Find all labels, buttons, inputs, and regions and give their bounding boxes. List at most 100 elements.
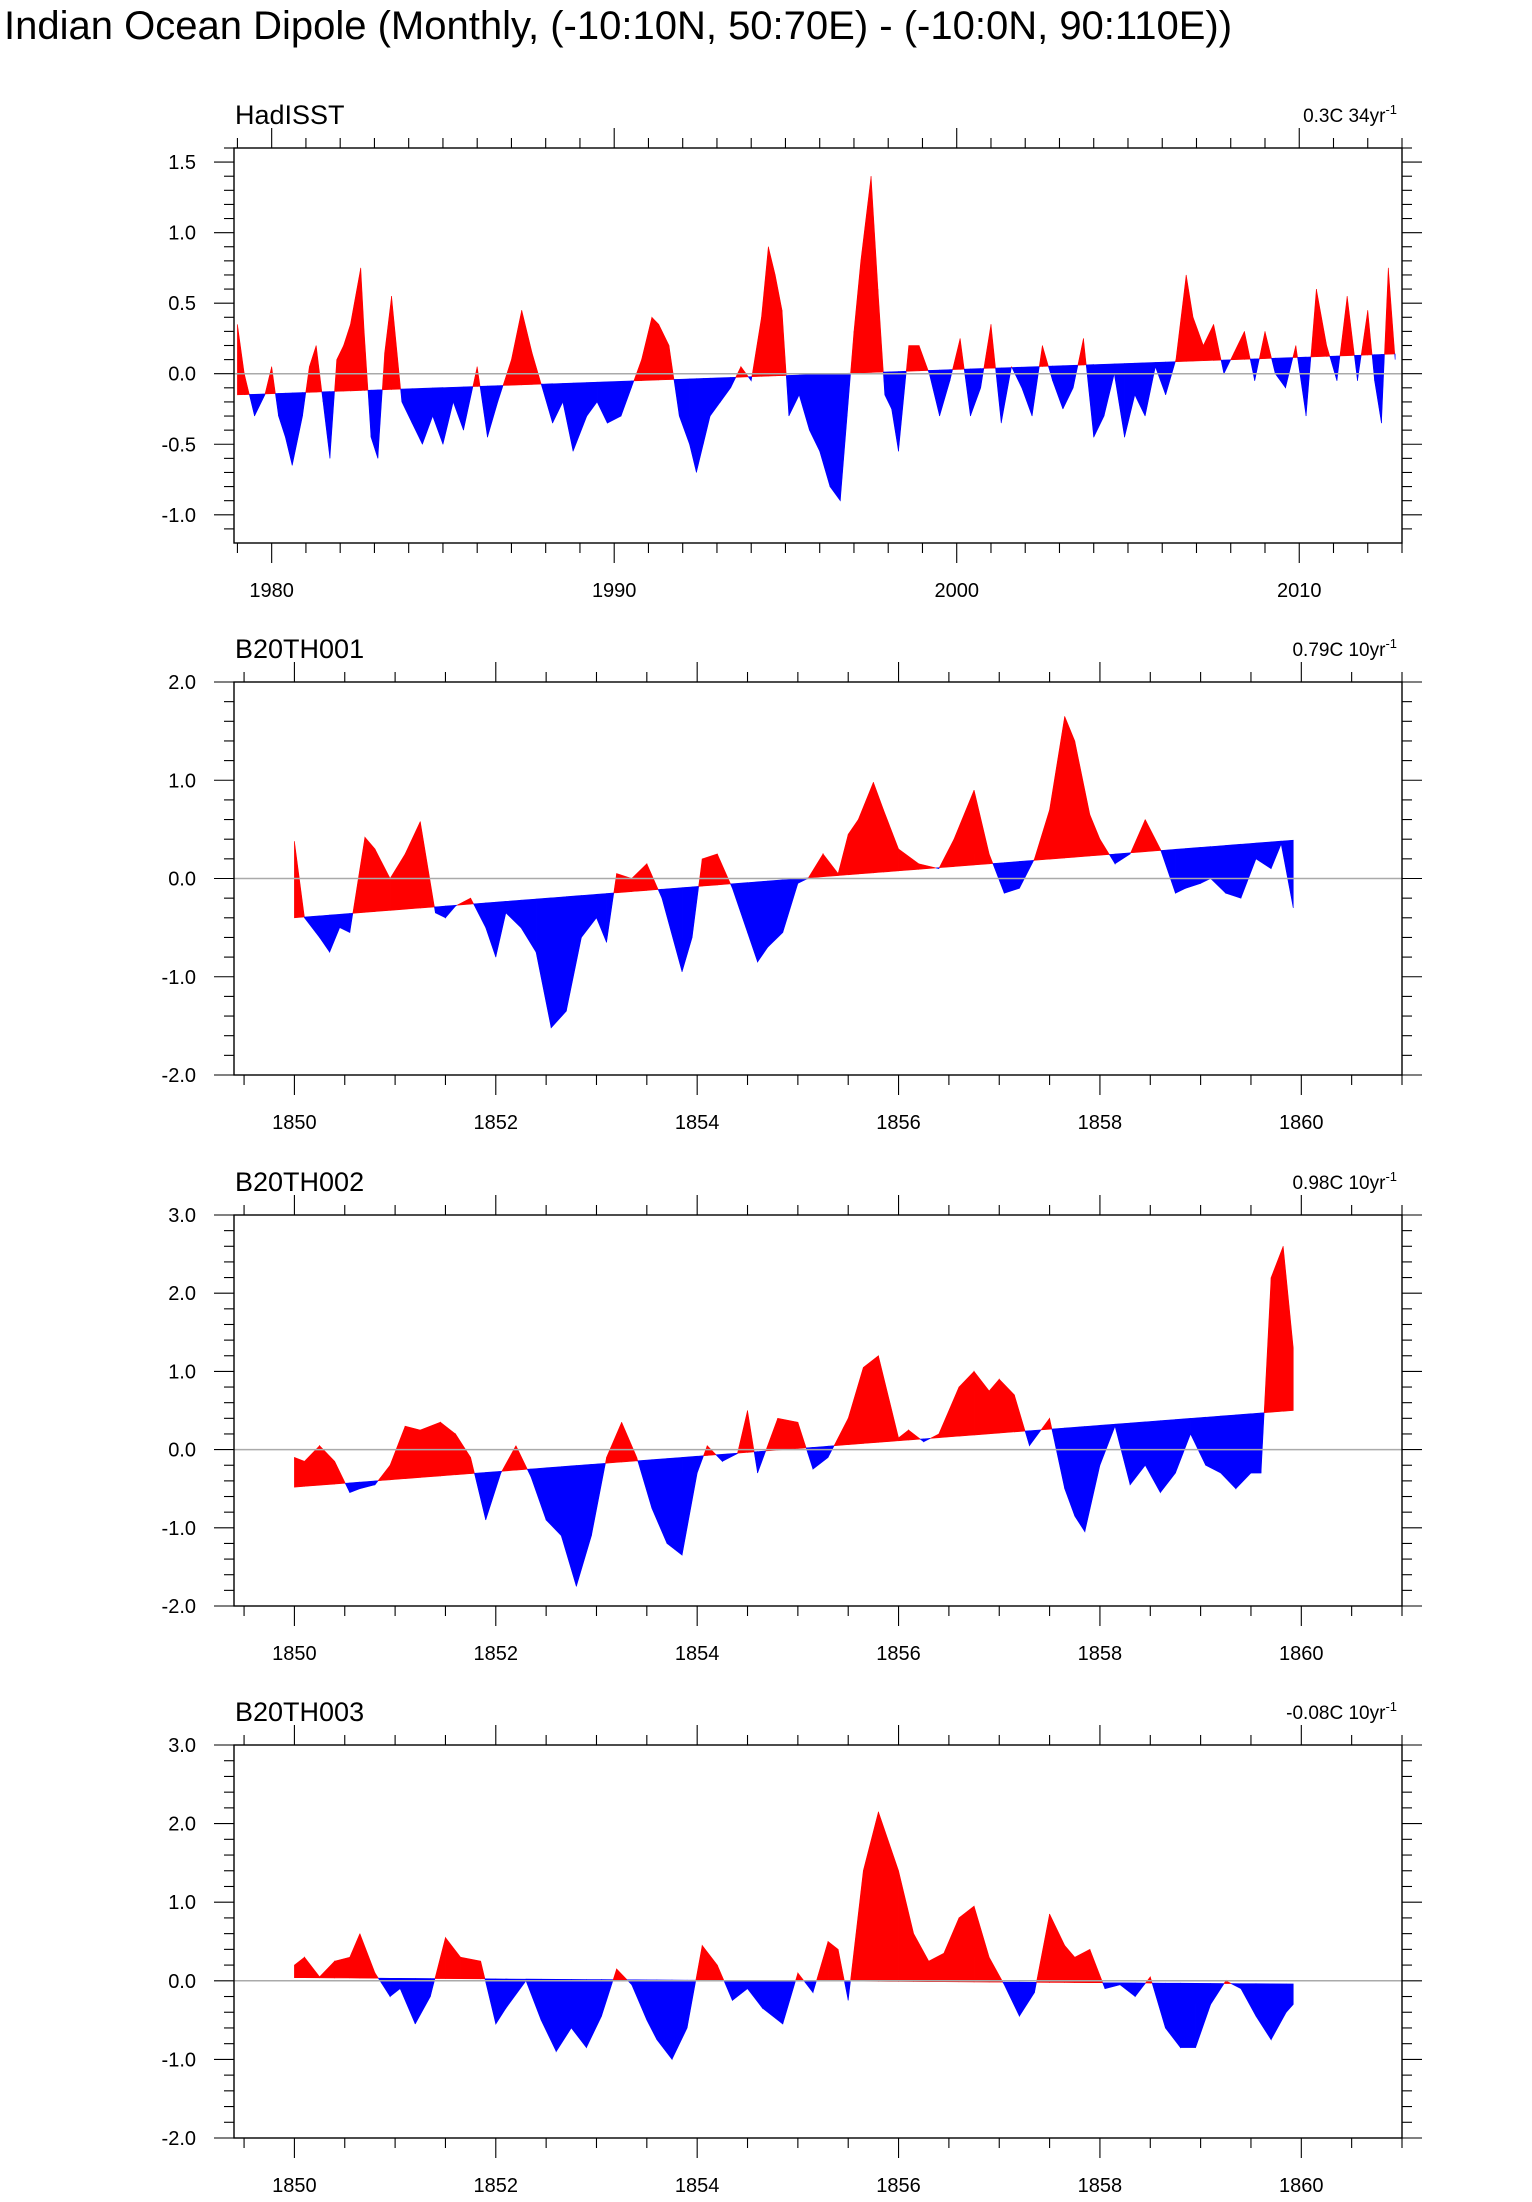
negative-anomaly-area (671, 1979, 688, 2060)
positive-anomaly-area (761, 246, 769, 377)
negative-anomaly-area (576, 1464, 592, 1587)
negative-anomaly-area (1180, 1982, 1196, 2048)
negative-anomaly-area (1371, 354, 1375, 381)
negative-anomaly-area (359, 1480, 376, 1490)
negative-anomaly-area (1336, 355, 1341, 381)
negative-anomaly-area (1190, 1416, 1206, 1466)
positive-anomaly-area (1258, 331, 1266, 360)
positive-anomaly-area (470, 898, 475, 905)
negative-anomaly-area (1230, 1983, 1242, 1990)
negative-anomaly-area (782, 1980, 796, 2025)
negative-anomaly-area (545, 1466, 562, 1537)
positive-anomaly-area (878, 1811, 899, 1982)
x-tick-label: 1856 (876, 1643, 921, 1665)
positive-anomaly-area (1014, 1394, 1026, 1433)
negative-anomaly-area (1003, 861, 1020, 894)
positive-anomaly-area (363, 331, 369, 391)
positive-anomaly-area (1346, 296, 1355, 356)
negative-anomaly-area (278, 392, 286, 438)
negative-anomaly-area (1155, 361, 1166, 395)
positive-anomaly-area (1367, 310, 1373, 356)
positive-anomaly-area (768, 246, 776, 377)
positive-anomaly-area (294, 1956, 305, 1979)
negative-anomaly-area (1151, 1982, 1166, 2029)
negative-anomaly-area (349, 1481, 361, 1494)
y-tick-label: 1.5 (168, 152, 196, 174)
positive-anomaly-area (751, 317, 762, 378)
negative-anomaly-area (844, 1980, 849, 2001)
positive-anomaly-area (918, 345, 929, 372)
positive-anomaly-area (860, 176, 872, 374)
positive-anomaly-area (1185, 274, 1194, 362)
negative-anomaly-area (485, 901, 497, 958)
negative-anomaly-area (606, 892, 615, 943)
negative-anomaly-area (839, 373, 848, 501)
negative-anomaly-area (319, 914, 330, 954)
negative-anomaly-area (803, 1980, 814, 1994)
positive-anomaly-area (304, 1444, 320, 1487)
positive-anomaly-area (1360, 310, 1369, 356)
positive-anomaly-area (837, 1949, 845, 1982)
negative-anomaly-area (1074, 1426, 1086, 1533)
trend-value: 0.79C 10yr (1292, 640, 1386, 661)
x-tick-label: 1858 (1078, 1112, 1123, 1134)
positive-anomaly-area (898, 848, 919, 872)
positive-anomaly-area (1295, 345, 1298, 358)
negative-anomaly-area (607, 381, 622, 424)
positive-anomaly-area (502, 359, 512, 386)
x-tick-label: 1854 (675, 2175, 720, 2197)
y-tick-label: -1.0 (162, 967, 196, 989)
positive-anomaly-area (309, 345, 317, 393)
negative-anomaly-area (455, 904, 458, 907)
positive-anomaly-area (988, 853, 994, 865)
negative-anomaly-area (673, 378, 680, 417)
positive-anomaly-area (334, 1461, 346, 1485)
x-tick-label: 1980 (249, 580, 294, 602)
positive-anomaly-area (908, 1429, 922, 1441)
negative-anomaly-area (505, 1978, 527, 2010)
negative-anomaly-area (1129, 1421, 1146, 1486)
positive-anomaly-area (777, 1417, 799, 1451)
negative-anomaly-area (1270, 840, 1282, 869)
negative-anomaly-area (1085, 364, 1095, 438)
negative-anomaly-area (1260, 1412, 1265, 1474)
positive-anomaly-area (1282, 1246, 1294, 1412)
y-tick-label: 1.0 (168, 1361, 196, 1383)
positive-anomaly-area (404, 1425, 421, 1479)
negative-anomaly-area (1034, 1982, 1037, 1993)
positive-anomaly-area (1203, 324, 1214, 362)
negative-anomaly-area (620, 380, 632, 417)
negative-anomaly-area (1195, 1983, 1211, 2048)
negative-anomaly-area (935, 867, 940, 870)
negative-anomaly-area (591, 1462, 606, 1536)
positive-anomaly-area (1074, 740, 1091, 858)
negative-anomaly-area (485, 1470, 502, 1521)
negative-anomaly-area (1160, 1419, 1176, 1494)
positive-anomaly-area (853, 260, 862, 374)
positive-anomaly-area (1384, 267, 1389, 355)
positive-anomaly-area (1144, 819, 1161, 853)
positive-anomaly-area (1244, 331, 1251, 360)
negative-anomaly-area (399, 1978, 416, 2025)
negative-anomaly-area (747, 1980, 763, 2010)
negative-anomaly-area (541, 383, 553, 424)
positive-anomaly-area (319, 1444, 335, 1486)
negative-anomaly-area (661, 887, 683, 972)
positive-anomaly-area (908, 345, 920, 372)
negative-anomaly-area (452, 386, 464, 431)
positive-anomaly-area (404, 821, 421, 910)
positive-anomaly-area (658, 324, 670, 381)
negative-anomaly-area (1240, 1983, 1257, 2017)
negative-anomaly-area (500, 1470, 503, 1474)
negative-anomaly-area (1108, 853, 1116, 865)
y-tick-label: 0.0 (168, 1971, 196, 1993)
negative-anomaly-area (757, 1450, 767, 1474)
positive-anomaly-area (389, 1426, 406, 1481)
negative-anomaly-area (747, 376, 752, 382)
panel-3: 3.0 2.0 1.0 0.0 -1.0 -2.0 1850 1852 1854 1856 1858… (162, 1167, 1422, 1665)
y-tick-label: 3.0 (168, 1735, 196, 1757)
negative-anomaly-area (291, 392, 303, 466)
positive-anomaly-area (1316, 289, 1327, 358)
positive-anomaly-area (445, 1936, 461, 1980)
